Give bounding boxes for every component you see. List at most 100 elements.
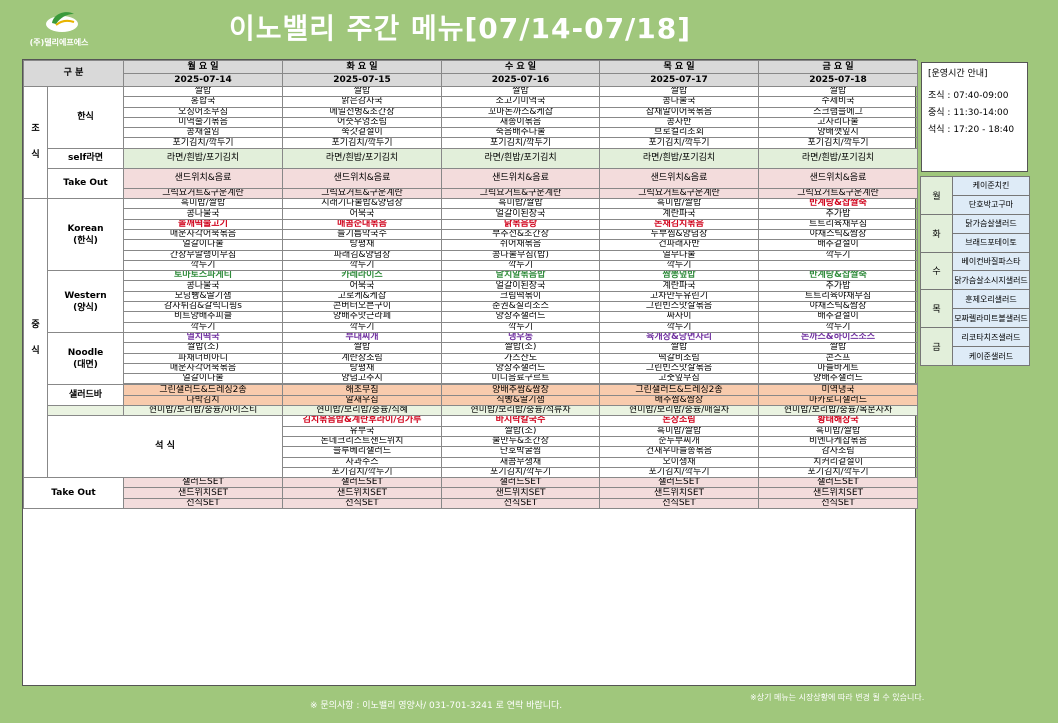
menu-cell: 날치알볶음밥	[441, 270, 601, 282]
menu-cell: 콩나물국	[123, 208, 284, 220]
menu-cell: 그린샐러드&드레싱2종	[123, 384, 284, 396]
menu-row: 깍두기 깍두기 깍두기 깍두기	[24, 259, 919, 272]
menu-cell: 흑미밥/쌀밥	[441, 198, 601, 210]
menu-cell: 맑은감자국	[282, 96, 443, 108]
menu-row: 모닝빵&딸기잼 고로케&케찹 크림떡볶이 고차만두유린기 트트리육야채무침	[24, 290, 919, 303]
menu-row: 그릭요거트&구운계란 그릭요거트&구운계란 그릭요거트&구운계란 그릭요거트&구운계란…	[24, 187, 919, 200]
menu-row: 홍합국 맑은감자국 소고기미역국 콩나물국 수제비국	[24, 96, 919, 108]
menu-cell: 양상추샐러드	[441, 311, 601, 323]
menu-cell: 얼갈이나물	[123, 373, 284, 385]
dinner-label: 석 식	[46, 415, 284, 479]
menu-cell: 짬뽕덮밥	[599, 270, 760, 282]
menu-cell: 현미밥/보리밥/숭늉/매실차	[599, 405, 760, 417]
salad-row: 금 리코타치즈샐러드	[920, 327, 1030, 366]
menu-cell: 돌깨떡불고기	[123, 218, 284, 230]
footer: ※ 문의사항 : 이노밸리 영양사/ 031-701-3241 로 연락 바랍니…	[0, 690, 1058, 720]
menu-cell: 트트리육채무침	[758, 218, 919, 230]
menu-cell: 물만두&초간장	[441, 435, 601, 448]
menu-cell: 그릭요거트&구운계란	[599, 187, 760, 200]
menu-cell: 흑미밥/쌀밥	[599, 425, 760, 437]
menu-cell: 콩나물국	[123, 280, 284, 292]
salad-day: 화	[920, 213, 953, 253]
menu-cell: 쌀밥	[282, 342, 443, 354]
category-label: Western (양식)	[46, 270, 125, 333]
menu-cell: 현미밥/보리밥/숭늉/복분자차	[758, 405, 919, 417]
menu-cell: 탕평채	[282, 362, 443, 375]
lunch-hours: 중식 : 11:30-14:00	[928, 108, 1009, 118]
menu-row: Take Out 샐러드SET 샐러드SET 샐러드SET 샐러드SET 샐러드SET	[22, 477, 919, 509]
salad-item: 브래드포테이토	[952, 232, 1030, 253]
menu-cell: 배추겉절이	[758, 311, 919, 323]
menu-cell: 추가밥	[758, 208, 919, 220]
menu-cell: 가츠산도	[441, 352, 601, 364]
menu-cell: 샌드위치&음료	[441, 167, 601, 189]
menu-row: 조 식 한식 쌀밥 쌀밥 쌀밥 쌀밥 쌀밥	[23, 85, 919, 200]
menu-cell: 돈장조림	[599, 415, 760, 427]
menu-cell: 브로컬리초회	[599, 127, 760, 139]
menu-cell	[758, 259, 919, 272]
menu-row: 콩나물국 어묵국 얼갈이된장국 계란파국 추가밥	[24, 208, 919, 220]
menu-cell: 어슷우엉조림	[282, 116, 443, 129]
menu-cell: 감자튀김&갈릭디핑s	[123, 301, 284, 313]
menu-cell: 흑미밥/쌀밥	[599, 198, 760, 210]
menu-cell: 쌀밥	[758, 342, 919, 354]
salad-day: 금	[920, 327, 953, 366]
day-header: 화 요 일	[282, 60, 443, 74]
menu-row: 간장무말랭이무침 파래김&양념장 콩나물무침(밥) 열무나물 깍두기	[24, 249, 919, 261]
menu-cell: 샐러드SET	[282, 477, 443, 489]
menu-cell: 미니음료구르트	[441, 373, 601, 385]
menu-cell: 샌드위치SET	[123, 487, 284, 499]
menu-cell: 콘버터오븐구이	[282, 301, 443, 313]
menu-row: 샌드위치SET 샌드위치SET 샌드위치SET 샌드위치SET 샌드위치SET	[24, 487, 919, 499]
menu-cell: 마카로니샐러드	[758, 394, 919, 407]
salad-row: 화 닭가슴살샐러드	[920, 213, 1030, 253]
menu-cell: 탕평채	[282, 239, 443, 251]
menu-cell: 돈까스&하이스소스	[758, 331, 919, 344]
menu-cell: 파채너비아니	[123, 352, 284, 364]
menu-cell: 쌀밥	[599, 342, 760, 354]
menu-cell: 깍두기	[441, 321, 601, 333]
salad-item: 모짜렐라미트볼샐러드	[952, 308, 1030, 329]
category-label: 샐러드바	[46, 384, 125, 407]
menu-cell: 깍두기	[758, 249, 919, 261]
menu-cell: 스크램블에그	[758, 106, 919, 118]
menu-cell: 샐러드SET	[441, 477, 601, 489]
salad-side-table: 월 케이준치킨 단호박고구마 화 닭가슴살샐러드 브래드포테이토 수 베이컨바질파스타 닭가슴살…	[920, 176, 1030, 366]
salad-row: 월 케이준치킨	[920, 176, 1030, 215]
menu-row: Western (양식) 토마토스파게티 카레라이스 날치알볶음밥 짬뽕덮밥 반계탕&찹쌀…	[24, 270, 919, 333]
menu-cell: 부추전&초간장	[441, 228, 601, 241]
menu-cell: 쌀밥	[282, 85, 443, 98]
menu-row: self라면 라면/흰밥/포기김치 라면/흰밥/포기김치 라면/흰밥/포기김치 라면/흰…	[24, 147, 919, 169]
menu-cell: 포기김치/깍두기	[282, 137, 443, 149]
menu-cell: 추가밥	[758, 280, 919, 292]
menu-cell: 육개장&당면사리	[599, 331, 760, 344]
menu-cell: 고로케&케찹	[282, 290, 443, 303]
menu-cell: 홍합국	[123, 96, 284, 108]
operating-hours-box: [운영시간 안내] 조식 : 07:40-09:00 중식 : 11:30-14…	[921, 62, 1028, 172]
menu-cell: 선식SET	[441, 497, 601, 509]
category-label: Noodle (대면)	[46, 331, 125, 386]
change-notice: ※상기 메뉴는 시장상황에 따라 변경 될 수 있습니다.	[750, 693, 925, 702]
contact-note: ※ 문의사항 : 이노밸리 영양사/ 031-701-3241 로 연락 바랍니…	[310, 701, 563, 711]
category-label-empty	[46, 405, 125, 417]
menu-cell: 얼갈이된장국	[441, 208, 601, 220]
menu-cell: 쌀밥	[123, 85, 284, 98]
breakfast-label: 조 식	[23, 85, 48, 200]
menu-cell: 오징어초무침	[123, 106, 284, 118]
day-header: 금 요 일	[758, 60, 919, 74]
menu-cell: 쌀밥(소)	[441, 342, 601, 354]
menu-cell: 그릭요거트&구운계란	[123, 187, 284, 200]
menu-cell: 새송이볶음	[441, 116, 601, 129]
company-logo: (주)델리에프에스	[24, 6, 94, 52]
menu-cell: 콘스프	[758, 352, 919, 364]
menu-cell: 돈채김치볶음	[599, 218, 760, 230]
menu-cell: 부대찌개	[282, 331, 443, 344]
menu-cell: 크림떡볶이	[441, 290, 601, 303]
menu-cell: 떡갈비조림	[599, 352, 760, 364]
menu-cell: 사과주스	[282, 456, 443, 468]
salad-row: 케이준샐러드	[921, 346, 1030, 366]
menu-cell: 돈데크리스트샌드위치	[282, 435, 443, 448]
salad-item: 리코타치즈샐러드	[952, 327, 1030, 348]
